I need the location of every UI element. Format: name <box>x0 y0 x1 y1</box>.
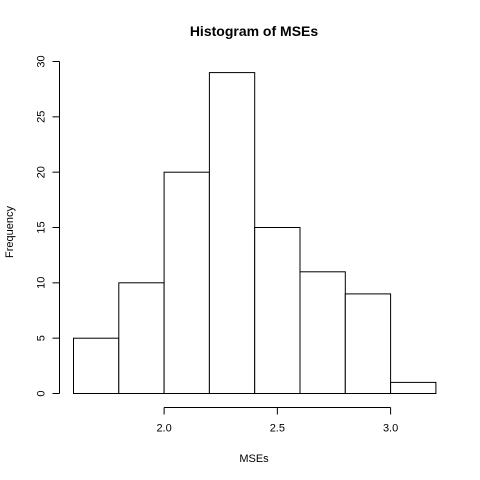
histogram-bar <box>299 271 346 394</box>
chart-title: Histogram of MSEs <box>190 23 319 39</box>
x-tick-label: 3.0 <box>383 423 398 435</box>
histogram-bar <box>344 293 392 394</box>
x-tick-label: 2.0 <box>156 423 171 435</box>
histogram-bar <box>390 381 437 394</box>
y-tick-label: 20 <box>36 166 48 178</box>
histogram-bar <box>73 337 120 395</box>
y-tick-label: 25 <box>36 111 48 123</box>
y-axis-label: Frequency <box>4 206 16 258</box>
histogram-bar <box>208 72 256 394</box>
histogram-bar <box>163 171 210 394</box>
y-axis: 0 5 10 15 20 25 30 <box>36 55 60 397</box>
histogram-bar <box>118 282 165 394</box>
x-axis: 2.0 2.5 3.0 <box>156 407 398 435</box>
histogram-bar <box>254 227 301 394</box>
y-tick-label: 5 <box>36 335 48 341</box>
x-axis-label: MSEs <box>239 453 269 465</box>
y-tick-label: 10 <box>36 277 48 289</box>
bars-group <box>73 72 437 395</box>
y-tick-label: 15 <box>36 221 48 233</box>
y-tick-label: 30 <box>36 55 48 67</box>
x-tick-label: 2.5 <box>270 423 285 435</box>
y-tick-label: 0 <box>36 390 48 396</box>
